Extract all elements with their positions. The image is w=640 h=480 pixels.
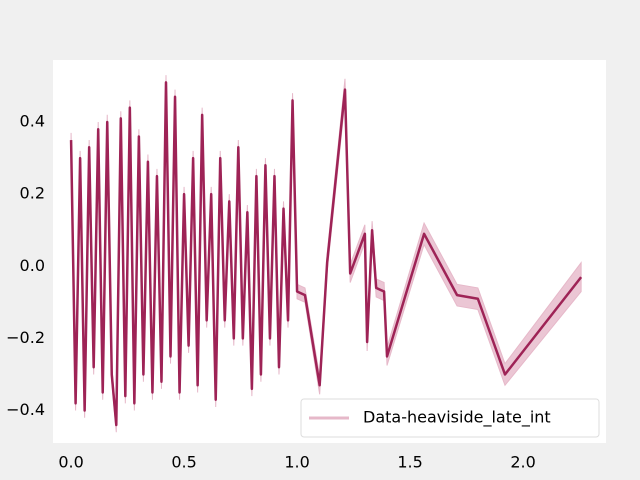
legend: Data-heaviside_late_int [300, 398, 600, 438]
x-tick-label: 1.5 [397, 453, 422, 472]
y-tick-label: −0.4 [6, 400, 45, 419]
legend-box [300, 398, 600, 438]
x-tick-label: 0.0 [58, 453, 83, 472]
y-tick-label: 0.4 [20, 112, 45, 131]
x-tick-label: 1.0 [284, 453, 309, 472]
legend-label: Data-heaviside_late_int [363, 408, 551, 428]
x-tick-label: 2.0 [510, 453, 535, 472]
y-tick-label: −0.2 [6, 328, 45, 347]
x-tick-label: 0.5 [171, 453, 196, 472]
line [69, 81, 583, 427]
y-tick-label: 0.0 [20, 256, 45, 275]
y-tick-label: 0.2 [20, 184, 45, 203]
